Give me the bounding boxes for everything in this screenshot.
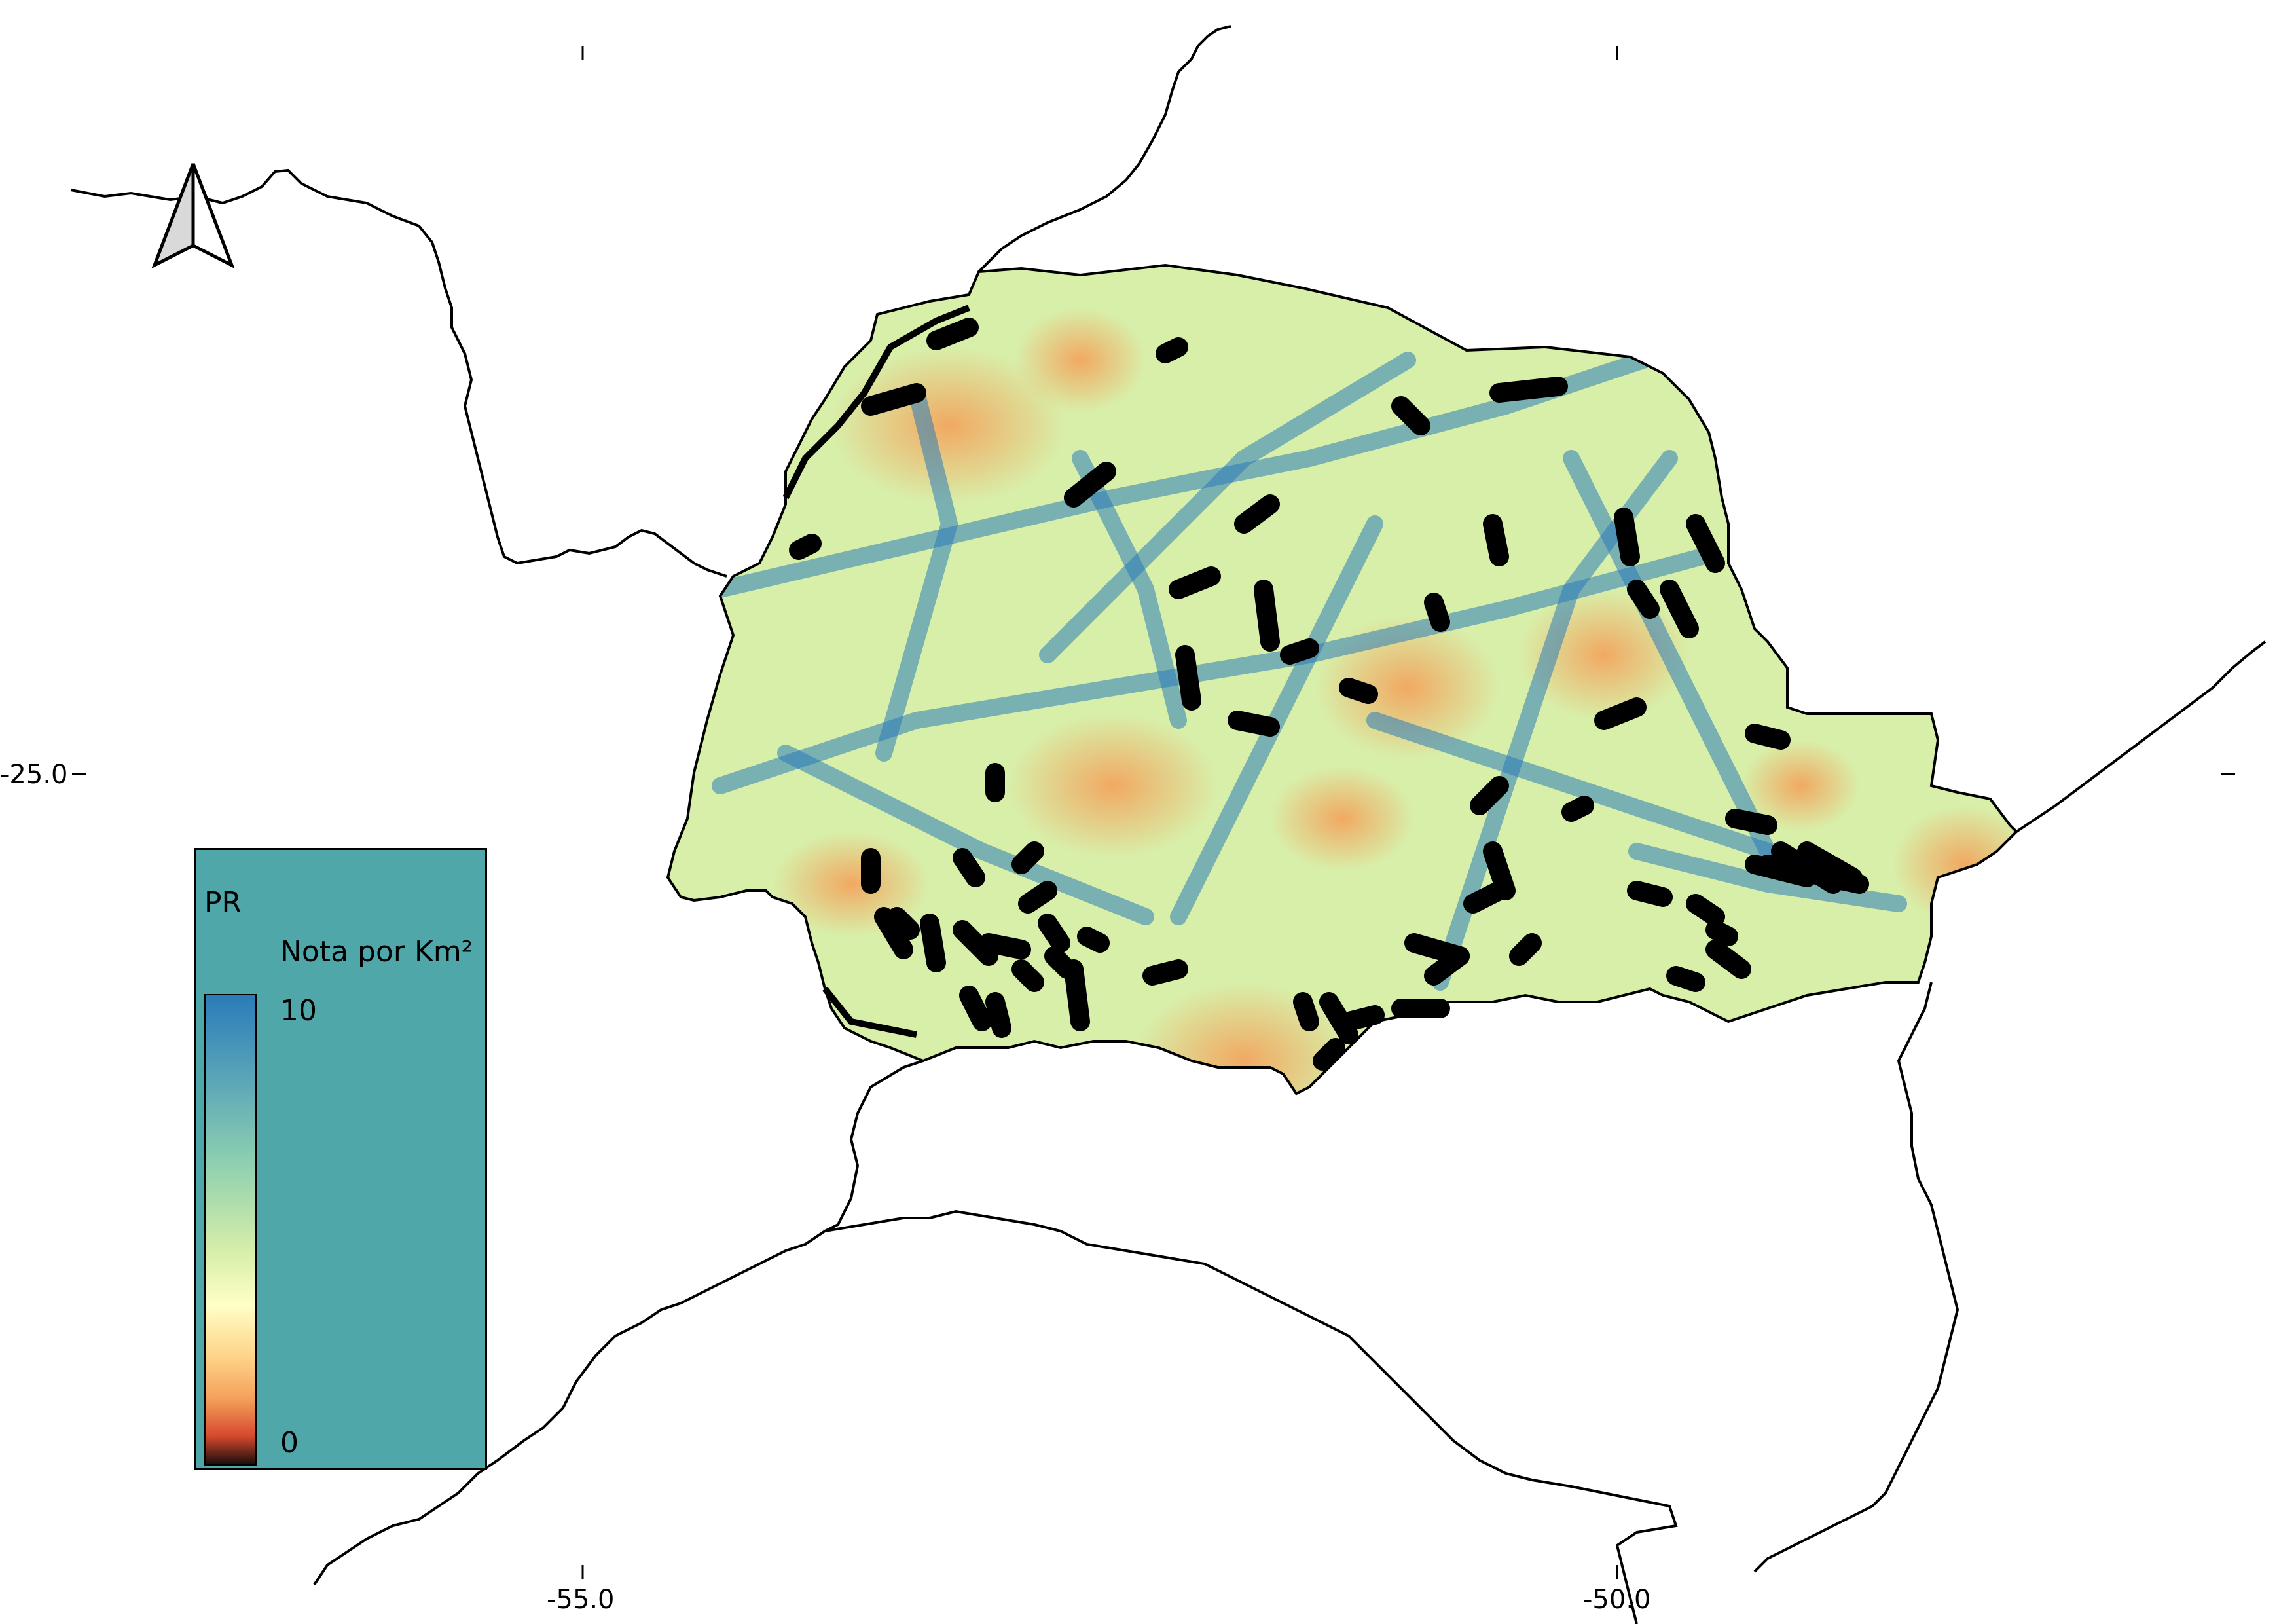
legend-layer-name: PR xyxy=(204,886,242,919)
legend-max-label: 10 xyxy=(280,994,317,1027)
santa-catarina-border-line xyxy=(824,1209,1678,1624)
north-arrow-icon xyxy=(151,163,235,269)
legend-color-ramp xyxy=(204,994,257,1466)
frame-ticks xyxy=(72,46,2235,1579)
latitude-label: -25.0 xyxy=(0,760,68,790)
coastline-line xyxy=(1753,982,1959,1573)
brazil-ms-border-line xyxy=(977,25,1231,273)
river-border-thick xyxy=(782,304,970,1038)
legend-min-label: 0 xyxy=(280,1426,299,1460)
parana-state-outline xyxy=(666,263,2018,1096)
longitude-label-east: -50.0 xyxy=(1583,1585,1651,1615)
argentina-border-line xyxy=(313,1060,924,1586)
point-clusters xyxy=(789,318,1869,1071)
legend-field-name: Nota por Km² xyxy=(280,935,473,969)
northeast-coast-line xyxy=(2015,640,2267,833)
longitude-label-west: -55.0 xyxy=(547,1585,615,1615)
boundary-lines xyxy=(70,25,2267,1624)
paraguay-border-line xyxy=(70,168,727,578)
map-legend: PR Nota por Km² 10 0 xyxy=(194,848,487,1470)
